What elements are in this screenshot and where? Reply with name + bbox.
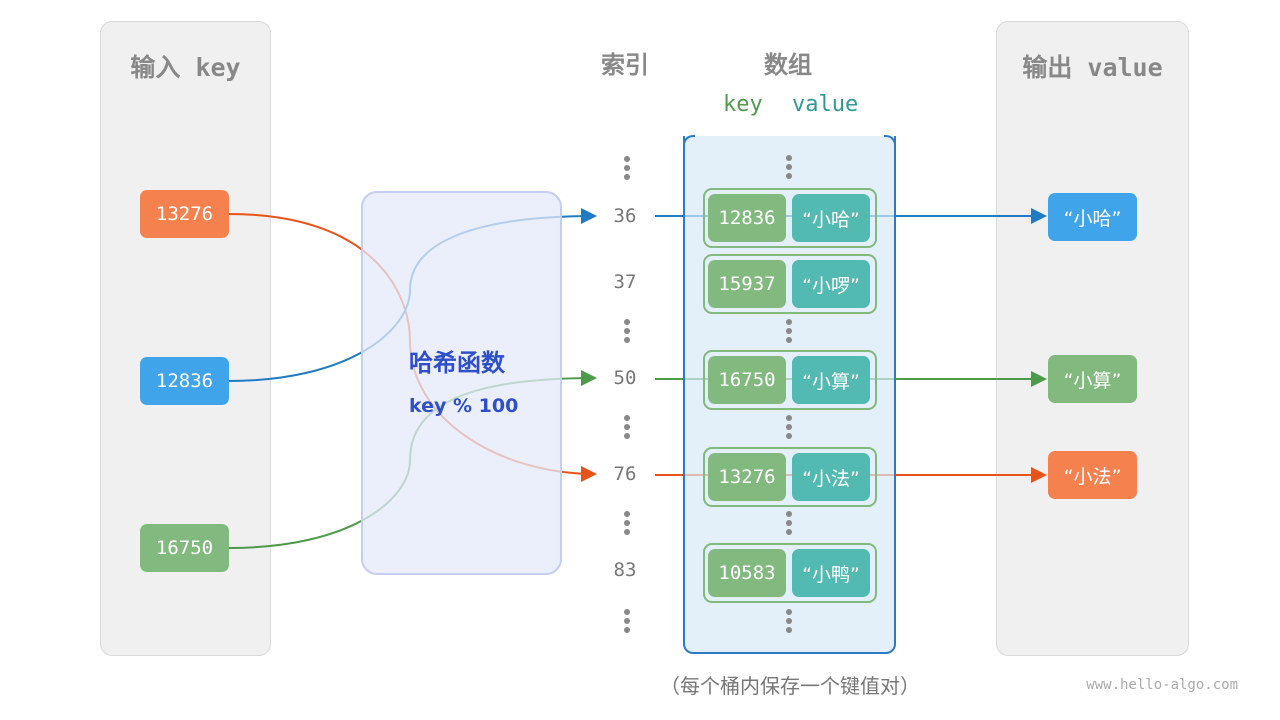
ellipsis-icon bbox=[624, 511, 630, 535]
bucket-key: 15937 bbox=[708, 260, 786, 308]
hash-formula: key % 100 bbox=[409, 395, 519, 417]
bucket-37: 15937 “小啰” bbox=[703, 254, 877, 314]
bucket-83: 10583 “小鸭” bbox=[703, 543, 877, 603]
bucket-value: “小鸭” bbox=[792, 549, 870, 597]
bucket-76: 13276 “小法” bbox=[703, 447, 877, 507]
index-36: 36 bbox=[613, 205, 637, 227]
hash-function-title: 哈希函数 bbox=[409, 349, 505, 377]
ellipsis-icon bbox=[624, 609, 630, 633]
ellipsis-icon bbox=[624, 319, 630, 343]
caption: （每个桶内保存一个键值对） bbox=[660, 674, 920, 698]
output-value-xiaosuan: “小算” bbox=[1048, 355, 1137, 403]
input-key-16750: 16750 bbox=[140, 524, 229, 572]
output-value-xiaofa: “小法” bbox=[1048, 451, 1137, 499]
hash-function-box: 哈希函数 key % 100 bbox=[361, 191, 562, 575]
ellipsis-icon bbox=[624, 156, 630, 180]
ellipsis-icon bbox=[786, 155, 792, 179]
input-panel-title: 输入 key bbox=[130, 53, 241, 82]
ellipsis-icon bbox=[786, 319, 792, 343]
input-key-13276: 13276 bbox=[140, 190, 229, 238]
ellipsis-icon bbox=[786, 415, 792, 439]
index-76: 76 bbox=[613, 463, 637, 485]
output-value-xiaoha: “小哈” bbox=[1048, 193, 1137, 241]
array-bracket-corner-left bbox=[683, 135, 695, 147]
bucket-key: 13276 bbox=[708, 453, 786, 501]
output-panel-title: 输出 value bbox=[1022, 53, 1163, 82]
bucket-36: 12836 “小哈” bbox=[703, 188, 877, 248]
value-header: value bbox=[792, 92, 859, 117]
output-panel: 输出 value bbox=[996, 21, 1189, 656]
bucket-value: “小法” bbox=[792, 453, 870, 501]
bucket-key: 12836 bbox=[708, 194, 786, 242]
array-header: 数组 bbox=[764, 51, 812, 79]
key-header: key bbox=[723, 92, 763, 117]
index-header: 索引 bbox=[601, 51, 649, 79]
bucket-value: “小啰” bbox=[792, 260, 870, 308]
index-50: 50 bbox=[613, 367, 637, 389]
ellipsis-icon bbox=[624, 415, 630, 439]
input-key-12836: 12836 bbox=[140, 357, 229, 405]
bucket-value: “小哈” bbox=[792, 194, 870, 242]
bucket-key: 16750 bbox=[708, 356, 786, 404]
watermark: www.hello-algo.com bbox=[1086, 677, 1238, 693]
bucket-value: “小算” bbox=[792, 356, 870, 404]
index-37: 37 bbox=[613, 271, 637, 293]
ellipsis-icon bbox=[786, 511, 792, 535]
bucket-50: 16750 “小算” bbox=[703, 350, 877, 410]
bucket-key: 10583 bbox=[708, 549, 786, 597]
index-83: 83 bbox=[613, 559, 637, 581]
array-bracket-corner-right bbox=[884, 135, 896, 147]
ellipsis-icon bbox=[786, 609, 792, 633]
